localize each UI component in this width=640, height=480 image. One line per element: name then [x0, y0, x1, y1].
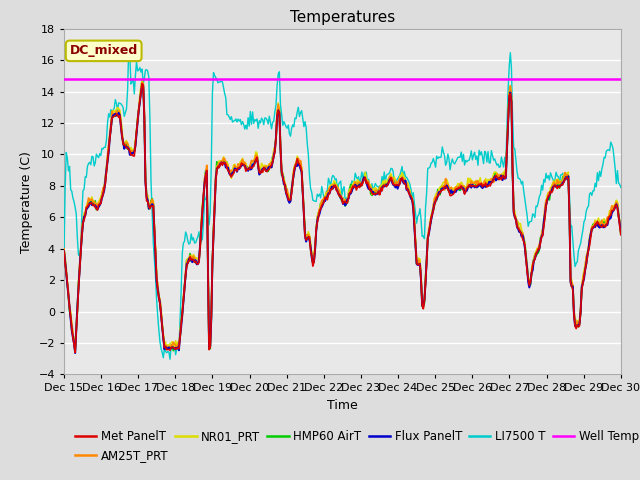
- Y-axis label: Temperature (C): Temperature (C): [20, 151, 33, 252]
- Title: Temperatures: Temperatures: [290, 10, 395, 25]
- Text: DC_mixed: DC_mixed: [70, 44, 138, 57]
- Legend: Met PanelT, AM25T_PRT, NR01_PRT, HMP60 AirT, Flux PanelT, LI7500 T, Well Temp: Met PanelT, AM25T_PRT, NR01_PRT, HMP60 A…: [70, 425, 640, 467]
- X-axis label: Time: Time: [327, 399, 358, 412]
